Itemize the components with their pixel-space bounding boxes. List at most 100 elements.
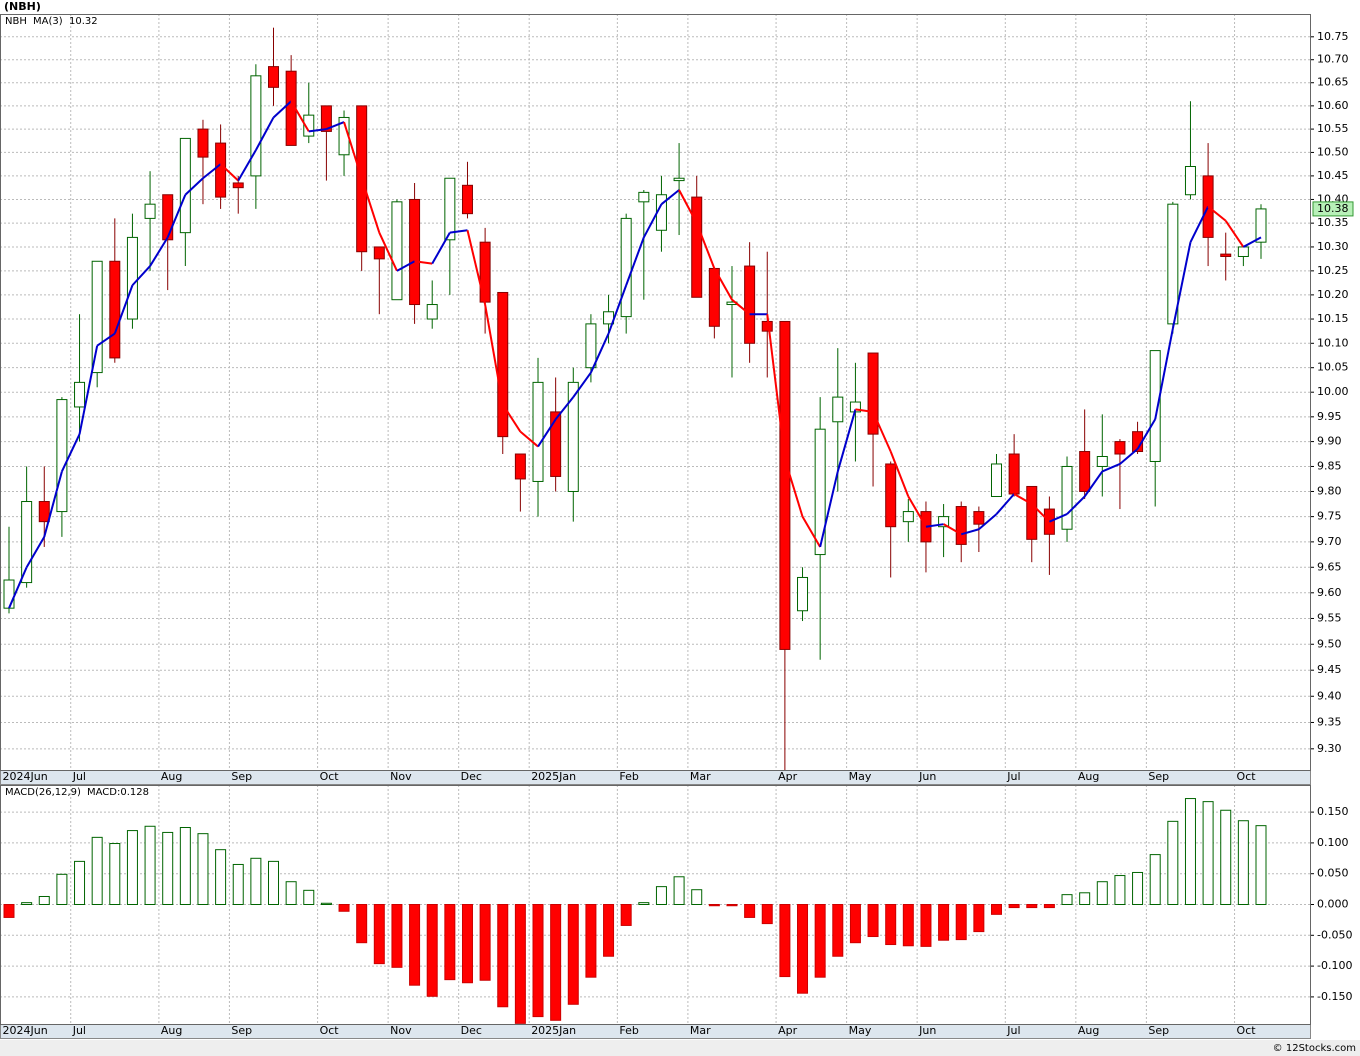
- candle-body: [814, 428, 826, 556]
- ma-line: [783, 458, 804, 517]
- macd-bar: [1114, 875, 1126, 905]
- macd-bar: [1079, 892, 1091, 905]
- candle-body: [832, 396, 844, 423]
- candle-body: [56, 399, 68, 513]
- candle-body: [1255, 208, 1267, 243]
- macd-bar: [162, 831, 174, 906]
- x-tick-label: Nov: [390, 1024, 412, 1037]
- candle-body: [744, 265, 756, 344]
- macd-bar: [197, 833, 209, 905]
- ma-line: [625, 237, 645, 286]
- plot-frame: [0, 14, 1311, 771]
- ma-line: [43, 471, 63, 538]
- x-tick-label: May: [849, 1024, 872, 1037]
- ma-line: [202, 163, 222, 180]
- macd-bar: [373, 904, 385, 965]
- macd-bar: [708, 904, 720, 907]
- y-tick-label: 9.65: [1317, 560, 1342, 573]
- macd-bar: [673, 876, 685, 906]
- candle-body: [885, 463, 897, 528]
- ma-line: [766, 314, 786, 460]
- y-tick-label: -0.150: [1317, 990, 1352, 1003]
- candle-body: [779, 320, 791, 650]
- candle-body: [426, 304, 438, 320]
- ma-line: [184, 177, 204, 196]
- candle-body: [74, 381, 86, 408]
- y-tick-label: 9.75: [1317, 510, 1342, 523]
- candle-body: [409, 198, 421, 306]
- x-tick-label: Dec: [461, 1024, 482, 1037]
- macd-bar: [356, 904, 368, 944]
- candle-body: [21, 501, 33, 584]
- candle-body: [1079, 451, 1091, 492]
- macd-bar: [532, 904, 544, 1018]
- macd-bar: [1237, 820, 1249, 905]
- y-tick-label: 9.30: [1317, 742, 1342, 755]
- x-tick-label: Sep: [231, 1024, 252, 1037]
- macd-bar: [885, 904, 897, 946]
- y-tick-label: 10.60: [1317, 99, 1349, 112]
- x-tick-label: 2025Jan: [531, 1024, 576, 1037]
- y-tick-label: 9.85: [1317, 459, 1342, 472]
- candle-body: [1061, 465, 1073, 530]
- ma-line: [254, 116, 275, 151]
- candle-body: [973, 511, 985, 525]
- macd-bar: [761, 904, 773, 925]
- ma-line: [836, 409, 857, 472]
- ma-line: [343, 121, 363, 179]
- ma-line: [166, 194, 187, 238]
- macd-bar: [920, 904, 932, 947]
- y-tick-label: 10.05: [1317, 361, 1349, 374]
- x-tick-label: Sep: [231, 770, 252, 783]
- x-tick-label: Aug: [161, 1024, 182, 1037]
- ma-line: [131, 265, 151, 286]
- macd-bar: [849, 904, 861, 944]
- ma-line: [360, 177, 381, 233]
- macd-bar: [814, 904, 826, 978]
- x-tick-label: Oct: [1237, 1024, 1257, 1037]
- macd-bar: [250, 857, 262, 906]
- candle-body: [955, 506, 967, 545]
- x-tick-label: Mar: [690, 1024, 711, 1037]
- y-tick-label: 10.50: [1317, 145, 1349, 158]
- ma-line: [414, 260, 433, 265]
- x-tick-label: Oct: [320, 1024, 340, 1037]
- y-tick-label: 9.60: [1317, 586, 1342, 599]
- macd-bar: [1202, 801, 1214, 906]
- candle-body: [638, 191, 650, 203]
- ma-line: [995, 493, 1015, 515]
- candle-body: [620, 217, 632, 318]
- candle-body: [497, 291, 509, 438]
- x-tick-label: Apr: [778, 1024, 798, 1037]
- macd-bar: [232, 863, 244, 906]
- x-tick-label: Aug: [1078, 770, 1099, 783]
- y-tick-label: 10.55: [1317, 122, 1349, 135]
- ma-line: [1136, 418, 1157, 450]
- macd-bar: [1167, 820, 1179, 905]
- macd-bar: [973, 904, 985, 933]
- candle-body: [585, 323, 597, 369]
- macd-bar: [56, 873, 68, 906]
- y-tick-label: 10.10: [1317, 336, 1349, 349]
- ma-line: [1224, 220, 1245, 248]
- macd-bar: [3, 904, 15, 918]
- ma-line: [537, 418, 557, 448]
- x-tick-label: Oct: [1237, 770, 1257, 783]
- macd-bar: [867, 904, 879, 938]
- x-axis-strip: [0, 1024, 1311, 1039]
- macd-bar: [409, 904, 421, 986]
- macd-bar: [1026, 904, 1038, 909]
- candle-body: [215, 142, 227, 198]
- y-tick-label: 0.150: [1317, 805, 1349, 818]
- macd-bar: [320, 902, 332, 906]
- last-price-box: [1312, 201, 1354, 217]
- ma-line: [326, 121, 345, 131]
- ma-line: [925, 523, 944, 528]
- ma-line: [713, 267, 733, 301]
- macd-bar: [1008, 904, 1020, 909]
- ma-line: [501, 403, 522, 433]
- ma-line: [801, 516, 822, 548]
- candle-body: [1167, 203, 1179, 325]
